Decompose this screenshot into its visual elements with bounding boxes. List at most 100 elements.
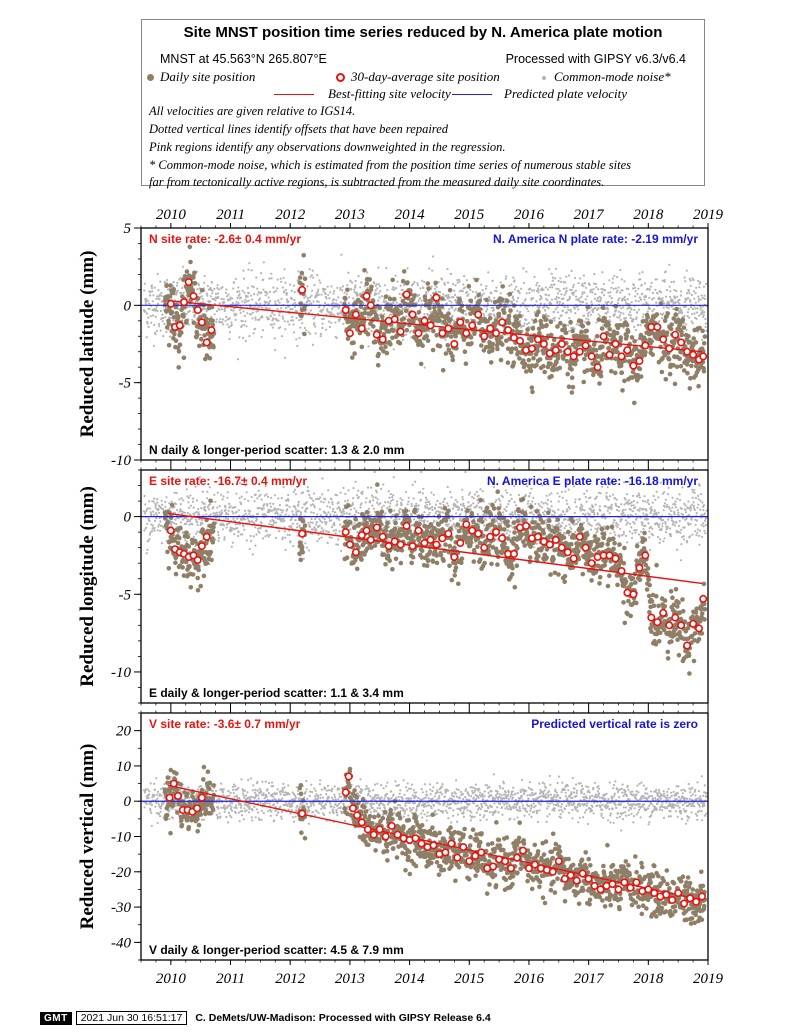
cm-point xyxy=(424,291,428,294)
cm-point xyxy=(276,307,279,311)
daily-point xyxy=(619,370,625,376)
avg30-point xyxy=(629,361,638,370)
cm-point xyxy=(312,317,315,320)
cm-point xyxy=(267,535,270,538)
avg30-point xyxy=(450,339,459,348)
daily-point xyxy=(529,385,535,391)
cm-point xyxy=(268,301,271,304)
cm-point xyxy=(314,332,317,335)
cm-point xyxy=(179,276,182,280)
cm-point xyxy=(329,506,332,509)
cm-point xyxy=(283,356,287,359)
cm-point xyxy=(400,503,403,506)
cm-point xyxy=(259,302,262,305)
cm-point xyxy=(155,297,158,300)
cm-point xyxy=(372,496,375,499)
cm-point xyxy=(357,496,360,499)
cm-point xyxy=(683,314,686,318)
cm-point xyxy=(329,291,332,294)
cm-point xyxy=(695,311,699,314)
cm-point xyxy=(500,522,503,525)
cm-point xyxy=(380,506,383,509)
cm-point xyxy=(315,292,318,295)
cm-point xyxy=(467,293,470,296)
cm-point xyxy=(254,316,257,319)
cm-point xyxy=(701,311,704,315)
daily-point xyxy=(637,366,643,372)
cm-point xyxy=(435,510,438,513)
cm-point xyxy=(579,277,582,280)
cm-point xyxy=(188,309,191,313)
cm-point xyxy=(316,540,319,543)
cm-point xyxy=(224,508,227,512)
daily-point xyxy=(536,326,542,332)
cm-point xyxy=(153,526,156,530)
cm-point xyxy=(525,307,529,310)
cm-point xyxy=(244,512,247,515)
daily-point xyxy=(204,316,209,322)
cm-point xyxy=(301,491,305,494)
cm-point xyxy=(238,309,241,312)
cm-point xyxy=(625,301,628,305)
cm-point xyxy=(493,296,496,299)
cm-point xyxy=(615,276,619,279)
cm-point xyxy=(600,296,603,299)
cm-point xyxy=(155,507,158,510)
cm-point xyxy=(332,298,335,301)
daily-point xyxy=(362,268,367,273)
cm-point xyxy=(198,475,201,479)
cm-point xyxy=(613,313,616,316)
cm-point xyxy=(446,524,449,528)
daily-point xyxy=(487,315,493,321)
daily-point xyxy=(531,355,536,361)
cm-point xyxy=(581,293,584,296)
daily-point xyxy=(529,338,534,344)
cm-point xyxy=(627,313,631,316)
cm-point xyxy=(314,518,317,521)
cm-point xyxy=(149,294,152,297)
cm-point xyxy=(698,286,701,289)
cm-point xyxy=(635,317,638,321)
cm-point xyxy=(285,306,288,310)
cm-point xyxy=(453,502,456,505)
cm-point xyxy=(241,300,244,303)
cm-point xyxy=(292,323,295,326)
cm-point xyxy=(242,336,245,340)
cm-point xyxy=(421,492,424,495)
cm-point xyxy=(528,291,531,294)
cm-point xyxy=(260,521,263,525)
cm-point xyxy=(244,320,247,323)
cm-point xyxy=(307,521,310,525)
cm-point xyxy=(215,321,218,324)
cm-point xyxy=(220,297,223,300)
cm-point xyxy=(692,278,695,282)
cm-point xyxy=(152,510,155,513)
cm-point xyxy=(508,284,511,287)
cm-point xyxy=(431,269,434,272)
avg30-point xyxy=(414,329,423,338)
cm-point xyxy=(196,524,199,527)
cm-point xyxy=(378,296,381,299)
cm-point xyxy=(575,295,578,298)
daily-point xyxy=(302,276,308,282)
cm-point xyxy=(523,322,526,325)
cm-point xyxy=(364,501,367,504)
daily-point xyxy=(666,357,672,362)
cm-point xyxy=(598,315,602,318)
cm-point xyxy=(601,271,604,274)
cm-point xyxy=(489,298,492,302)
cm-point xyxy=(157,289,160,292)
cm-point xyxy=(590,305,593,308)
cm-point xyxy=(317,288,320,291)
cm-point xyxy=(605,312,608,315)
cm-point xyxy=(447,523,450,526)
cm-point xyxy=(267,317,270,321)
daily-point xyxy=(379,314,385,320)
legend-plate: Predicted plate velocity xyxy=(452,86,627,102)
cm-point xyxy=(237,302,240,305)
cm-point xyxy=(383,313,386,316)
cm-point xyxy=(513,288,517,291)
cm-point xyxy=(254,327,257,330)
cm-point xyxy=(239,296,242,299)
cm-point xyxy=(467,493,471,496)
